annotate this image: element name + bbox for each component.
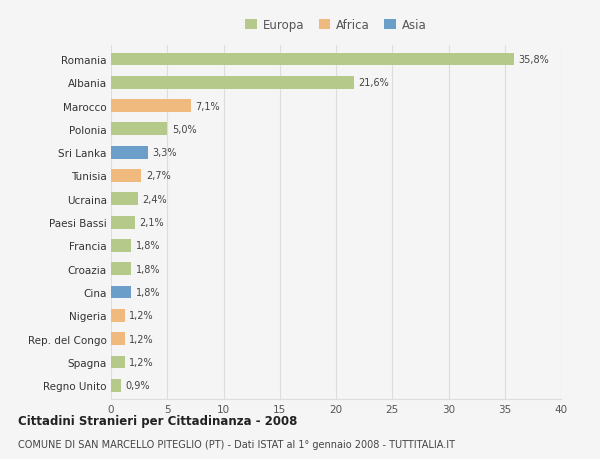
Bar [111,216,134,229]
Text: 1,2%: 1,2% [129,311,154,321]
Bar [111,146,148,159]
Bar [111,77,354,90]
Bar [111,332,125,345]
Bar [111,193,138,206]
Text: 7,1%: 7,1% [196,101,220,112]
Text: 1,8%: 1,8% [136,264,160,274]
Bar [111,356,125,369]
Bar [111,170,142,183]
Text: 21,6%: 21,6% [359,78,389,88]
Bar [111,100,191,113]
Bar [111,240,131,252]
Text: 2,4%: 2,4% [143,194,167,204]
Text: 2,1%: 2,1% [139,218,164,228]
Bar [111,286,131,299]
Text: 2,7%: 2,7% [146,171,170,181]
Bar [111,379,121,392]
Text: 0,9%: 0,9% [125,381,150,390]
Text: 1,2%: 1,2% [129,334,154,344]
Bar [111,263,131,275]
Text: 3,3%: 3,3% [152,148,177,158]
Text: Cittadini Stranieri per Cittadinanza - 2008: Cittadini Stranieri per Cittadinanza - 2… [18,414,298,428]
Text: 1,2%: 1,2% [129,357,154,367]
Bar [111,53,514,66]
Text: 35,8%: 35,8% [518,55,549,65]
Text: COMUNE DI SAN MARCELLO PITEGLIO (PT) - Dati ISTAT al 1° gennaio 2008 - TUTTITALI: COMUNE DI SAN MARCELLO PITEGLIO (PT) - D… [18,440,455,449]
Legend: Europa, Africa, Asia: Europa, Africa, Asia [243,17,429,34]
Bar [111,309,125,322]
Text: 5,0%: 5,0% [172,124,196,134]
Bar [111,123,167,136]
Text: 1,8%: 1,8% [136,287,160,297]
Text: 1,8%: 1,8% [136,241,160,251]
